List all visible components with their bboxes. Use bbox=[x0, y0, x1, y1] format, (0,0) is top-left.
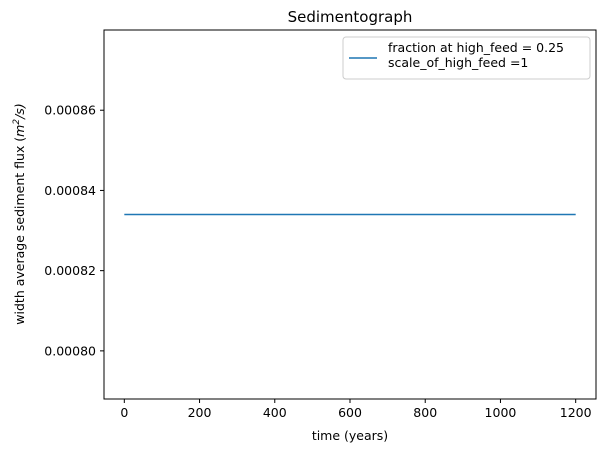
x-tick-label: 0 bbox=[120, 405, 128, 420]
y-tick-label: 0.00086 bbox=[44, 103, 96, 118]
legend: fraction at high_feed = 0.25scale_of_hig… bbox=[342, 36, 591, 80]
x-tick-label: 400 bbox=[263, 405, 287, 420]
y-tick-label: 0.00082 bbox=[44, 263, 96, 278]
legend-entry-text: scale_of_high_feed =1 bbox=[388, 55, 528, 70]
legend-entry-text: fraction at high_feed = 0.25 bbox=[388, 40, 564, 55]
y-tick-label: 0.00084 bbox=[44, 183, 96, 198]
x-tick-label: 800 bbox=[413, 405, 437, 420]
y-axis-label-suffix: /s) bbox=[12, 103, 27, 120]
chart-title: Sedimentograph bbox=[288, 8, 413, 26]
y-axis: 0.00080 0.00082 0.00084 0.00086 bbox=[44, 103, 104, 358]
plot-area bbox=[103, 29, 597, 400]
x-tick-label: 200 bbox=[188, 405, 212, 420]
y-tick-label: 0.00080 bbox=[44, 343, 96, 358]
y-axis-label-unit-exp: 2 bbox=[12, 119, 22, 125]
y-axis-label: width average sediment flux (m2/s) bbox=[12, 103, 27, 324]
x-tick-label: 1200 bbox=[560, 405, 592, 420]
y-axis-label-unit-base: m bbox=[12, 125, 27, 137]
x-axis-label: time (years) bbox=[312, 428, 388, 443]
x-axis: 0 200 400 600 800 1000 1200 bbox=[120, 399, 592, 420]
x-tick-label: 600 bbox=[338, 405, 362, 420]
legend-box bbox=[342, 36, 591, 80]
x-tick-label: 1000 bbox=[485, 405, 517, 420]
y-axis-label-prefix: width average sediment flux ( bbox=[12, 137, 27, 325]
